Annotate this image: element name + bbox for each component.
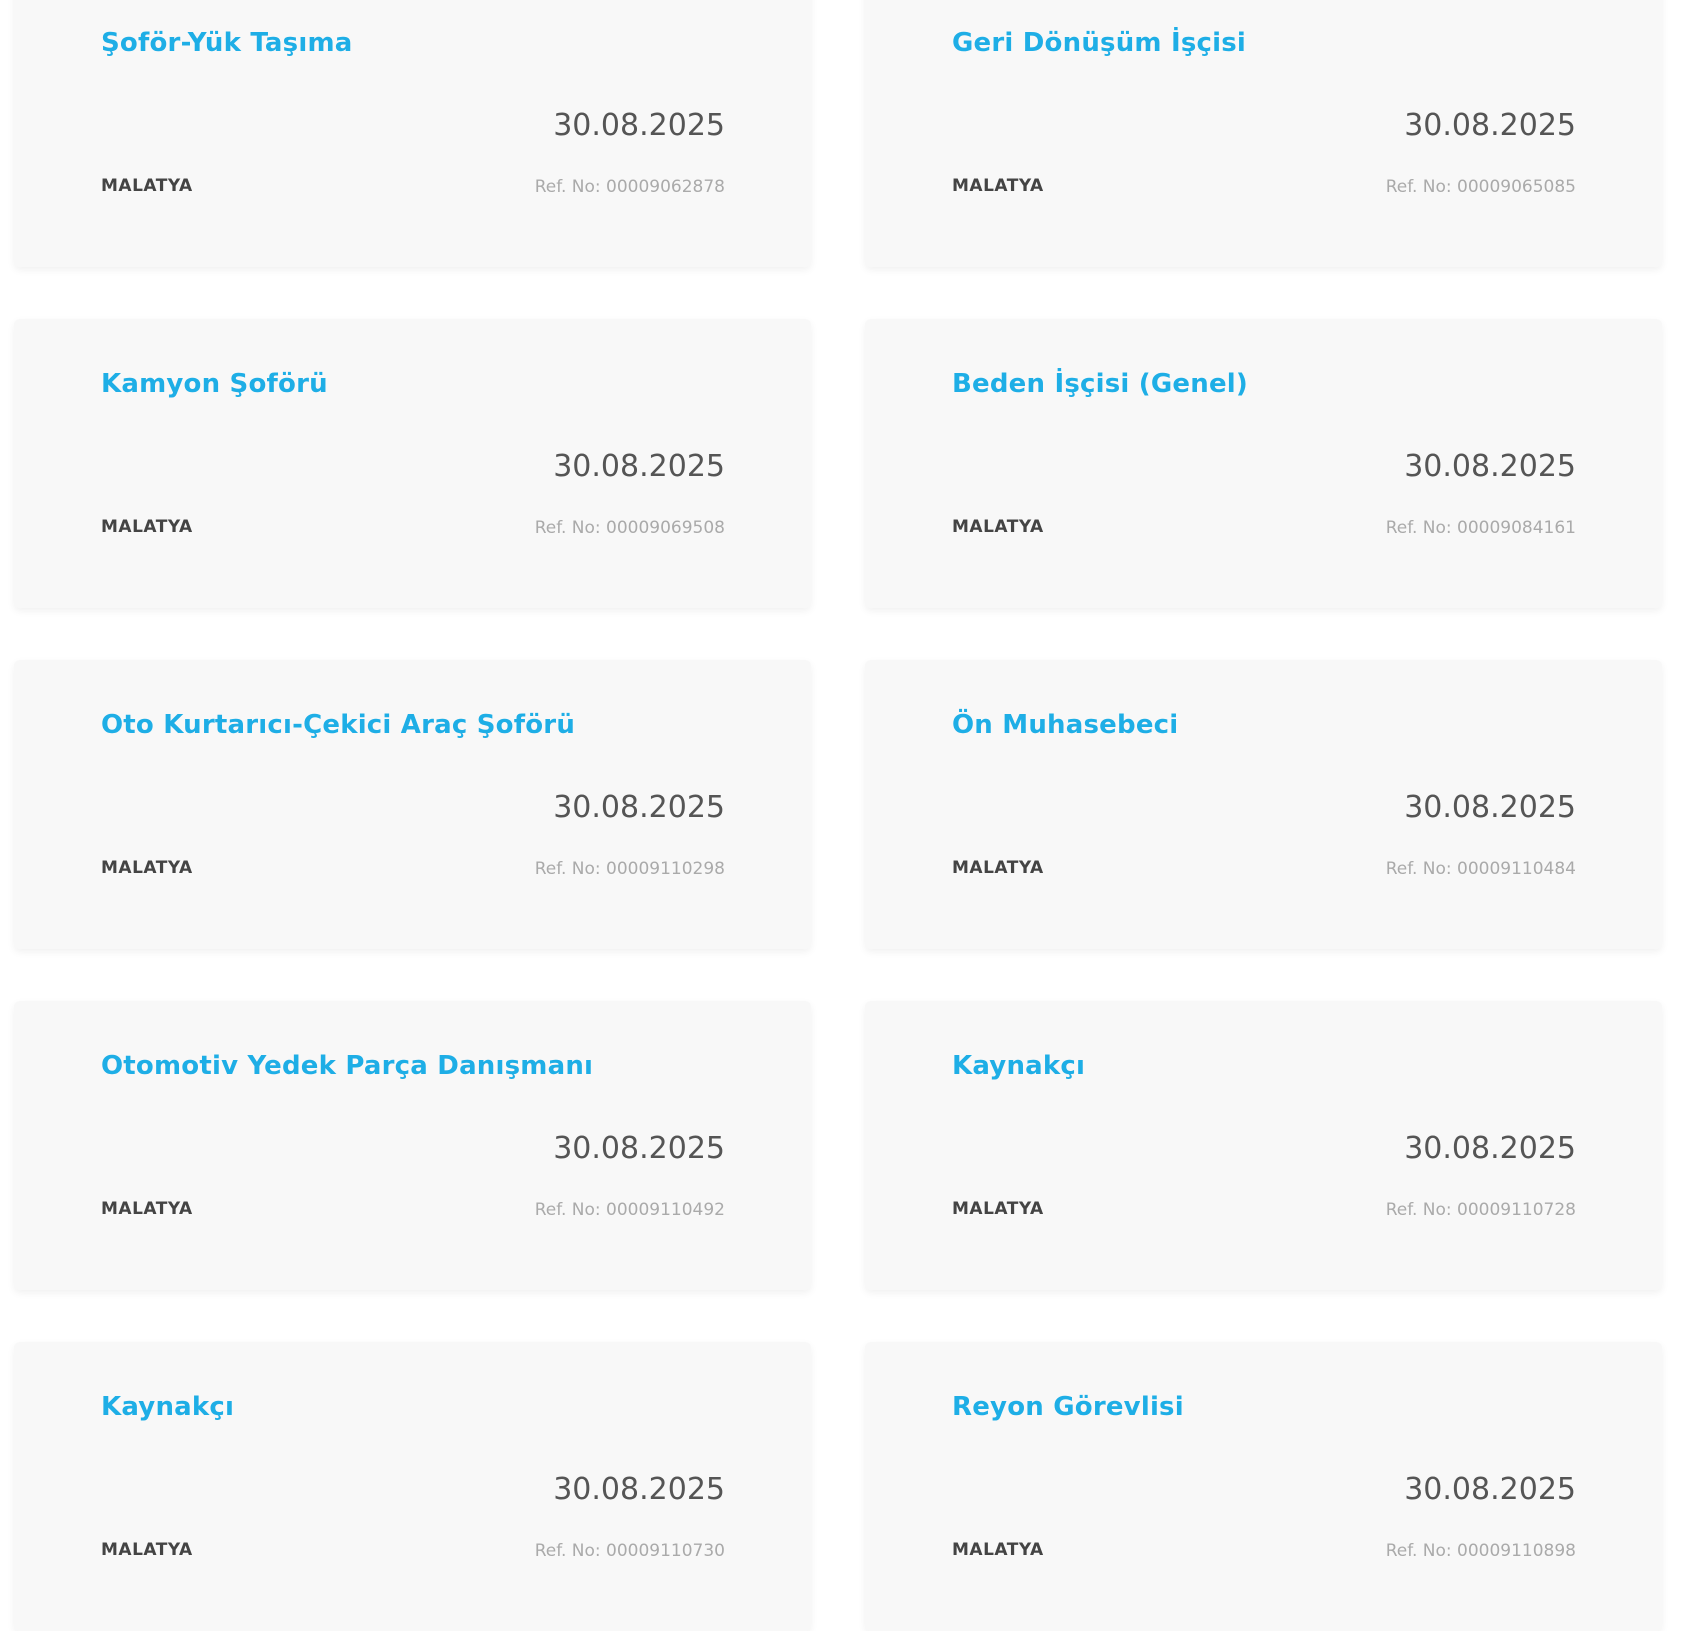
reference-number: Ref. No: 00009110298 (534, 859, 725, 879)
reference-number: Ref. No: 00009065085 (1385, 177, 1576, 197)
posting-date: 30.08.2025 (553, 1131, 725, 1166)
posting-date: 30.08.2025 (1404, 1131, 1576, 1166)
job-card[interactable]: Kaynakçı 30.08.2025 MALATYA Ref. No: 000091… (14, 1342, 811, 1631)
reference-number: Ref. No: 00009062878 (534, 177, 725, 197)
posting-date: 30.08.2025 (1404, 108, 1576, 143)
posting-date: 30.08.2025 (553, 1472, 725, 1507)
job-city: MALATYA (952, 858, 1044, 878)
job-title[interactable]: Beden İşçisi (Genel) (952, 369, 1248, 399)
job-city: MALATYA (101, 1199, 193, 1219)
posting-date: 30.08.2025 (1404, 1472, 1576, 1507)
job-city: MALATYA (101, 858, 193, 878)
reference-number: Ref. No: 00009110898 (1385, 1541, 1576, 1561)
reference-number: Ref. No: 00009084161 (1385, 518, 1576, 538)
job-city: MALATYA (101, 176, 193, 196)
job-card[interactable]: Reyon Görevlisi 30.08.2025 MALATYA Ref. No:… (865, 1342, 1662, 1631)
job-title[interactable]: Geri Dönüşüm İşçisi (952, 28, 1247, 58)
job-title[interactable]: Otomotiv Yedek Parça Danışmanı (101, 1051, 594, 1081)
reference-number: Ref. No: 00009110730 (534, 1541, 725, 1561)
job-title[interactable]: Kaynakçı (952, 1051, 1086, 1081)
posting-date: 30.08.2025 (1404, 449, 1576, 484)
job-card[interactable]: Kaynakçı 30.08.2025 MALATYA Ref. No: 000091… (865, 1001, 1662, 1290)
reference-number: Ref. No: 00009110728 (1385, 1200, 1576, 1220)
reference-number: Ref. No: 00009110492 (534, 1200, 725, 1220)
job-title[interactable]: Oto Kurtarıcı-Çekici Araç Şoförü (101, 710, 576, 740)
job-listing-grid: Şoför-Yük Taşıma 30.08.2025 MALATYA Ref. No… (14, 0, 1662, 1631)
job-title[interactable]: Şoför-Yük Taşıma (101, 28, 353, 58)
posting-date: 30.08.2025 (553, 790, 725, 825)
job-city: MALATYA (952, 1540, 1044, 1560)
job-card[interactable]: Oto Kurtarıcı-Çekici Araç Şoförü 30.08.20… (14, 660, 811, 949)
job-card[interactable]: Şoför-Yük Taşıma 30.08.2025 MALATYA Ref. No… (14, 0, 811, 267)
job-title[interactable]: Kaynakçı (101, 1392, 235, 1422)
job-title[interactable]: Kamyon Şoförü (101, 369, 328, 399)
reference-number: Ref. No: 00009069508 (534, 518, 725, 538)
job-title[interactable]: Ön Muhasebeci (952, 710, 1179, 740)
posting-date: 30.08.2025 (553, 449, 725, 484)
job-card[interactable]: Kamyon Şoförü 30.08.2025 MALATYA Ref. No: 0… (14, 319, 811, 608)
job-city: MALATYA (952, 1199, 1044, 1219)
job-card[interactable]: Beden İşçisi (Genel) 30.08.2025 MALATYA Ref… (865, 319, 1662, 608)
posting-date: 30.08.2025 (1404, 790, 1576, 825)
job-city: MALATYA (101, 517, 193, 537)
job-card[interactable]: Ön Muhasebeci 30.08.2025 MALATYA Ref. No: 0… (865, 660, 1662, 949)
job-title[interactable]: Reyon Görevlisi (952, 1392, 1184, 1422)
job-city: MALATYA (952, 517, 1044, 537)
posting-date: 30.08.2025 (553, 108, 725, 143)
job-card[interactable]: Otomotiv Yedek Parça Danışmanı 30.08.2025… (14, 1001, 811, 1290)
reference-number: Ref. No: 00009110484 (1385, 859, 1576, 879)
job-card[interactable]: Geri Dönüşüm İşçisi 30.08.2025 MALATYA Ref.… (865, 0, 1662, 267)
job-city: MALATYA (101, 1540, 193, 1560)
job-city: MALATYA (952, 176, 1044, 196)
